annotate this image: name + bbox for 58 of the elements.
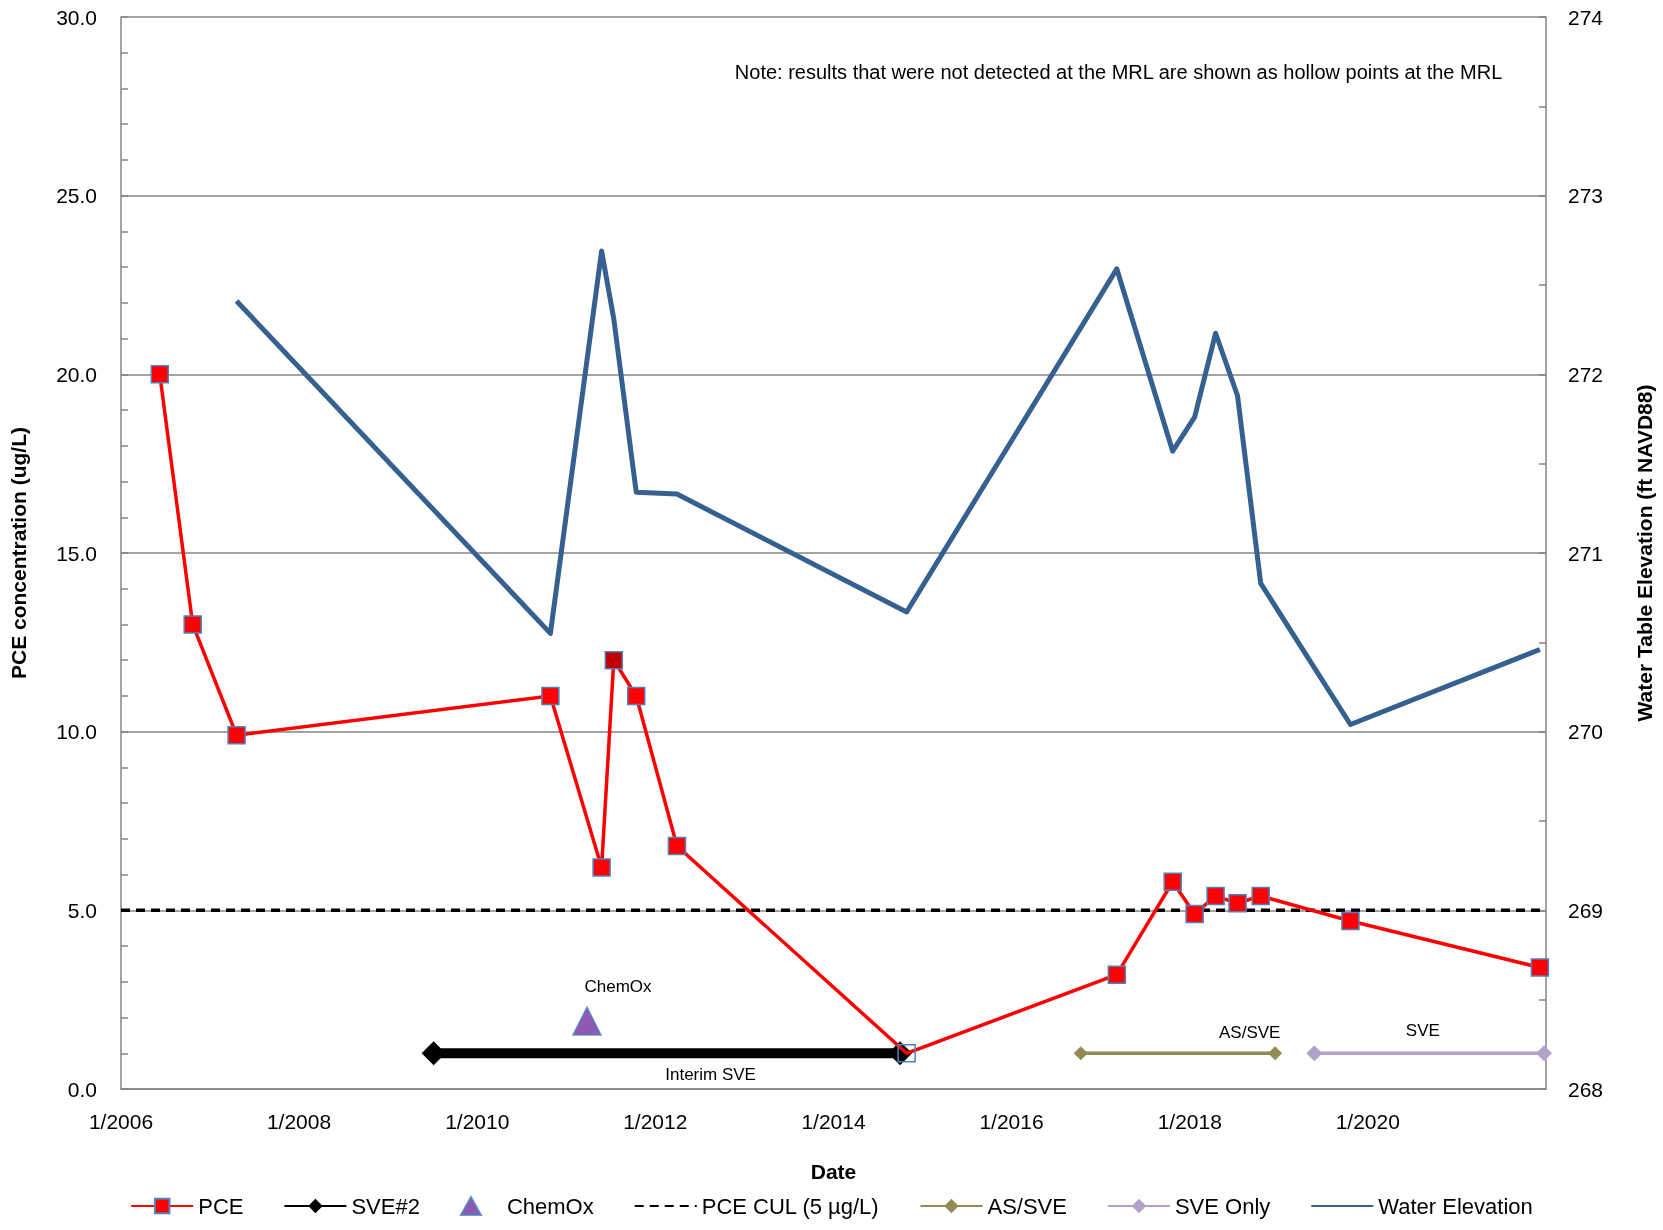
point — [604, 650, 624, 670]
x-tick-label: 1/2010 — [445, 1110, 510, 1133]
point — [1185, 904, 1204, 924]
y-tick-label: 30.0 — [56, 5, 97, 29]
x-tick-label: 1/2008 — [266, 1110, 332, 1133]
point — [667, 836, 687, 856]
y-tick-label: 15.0 — [56, 541, 97, 565]
x-tick-label: 1/2006 — [88, 1110, 154, 1133]
y-tick-label: 0.0 — [67, 1077, 97, 1101]
annotation: ChemOx — [584, 976, 653, 996]
point — [541, 686, 560, 706]
point — [572, 1006, 602, 1036]
point — [626, 686, 646, 706]
x-tick-label: 1/2018 — [1157, 1110, 1222, 1133]
legend-label: Water Elevation — [1378, 1193, 1533, 1219]
point — [1107, 965, 1127, 984]
annotation: AS/SVE — [1219, 1022, 1281, 1042]
x-axis-title: Date — [810, 1160, 857, 1183]
y2-tick-label: 268 — [1568, 1077, 1604, 1101]
point — [1268, 1046, 1283, 1061]
y-tick-label: 20.0 — [56, 362, 97, 386]
y-tick-label: 10.0 — [56, 720, 97, 744]
point — [592, 858, 611, 877]
x-tick-label: 1/2020 — [1335, 1110, 1400, 1133]
point — [1073, 1046, 1088, 1061]
x-tick-label: 1/2016 — [979, 1110, 1044, 1133]
y-tick-label: 25.0 — [56, 184, 97, 208]
point — [1341, 911, 1360, 931]
legend-label: ChemOx — [506, 1193, 594, 1219]
y-tick-label: 5.0 — [67, 898, 97, 922]
y2-tick-label: 269 — [1568, 898, 1604, 922]
point — [1530, 958, 1550, 977]
y2-tick-label: 272 — [1568, 362, 1604, 386]
point — [227, 725, 246, 745]
y2-axis-title: Water Table Elevation (ft NAVD88) — [1633, 384, 1656, 722]
y2-tick-label: 270 — [1568, 720, 1604, 744]
y2-tick-label: 271 — [1568, 541, 1604, 565]
x-tick-label: 1/2012 — [623, 1110, 688, 1133]
legend-label: AS/SVE — [987, 1193, 1067, 1219]
point — [1228, 893, 1247, 913]
legend-label: SVE Only — [1174, 1193, 1271, 1219]
point — [183, 615, 202, 634]
point — [150, 365, 170, 384]
legend-label: SVE#2 — [351, 1193, 420, 1219]
point — [1251, 886, 1270, 906]
y2-tick-label: 273 — [1568, 184, 1604, 208]
annotation: Note: results that were not detected at the MRL are shown as hollow points at the MRL — [734, 61, 1503, 83]
point — [1206, 886, 1225, 906]
x-tick-label: 1/2014 — [801, 1110, 866, 1133]
point — [1306, 1045, 1323, 1062]
annotation: SVE — [1405, 1020, 1440, 1040]
legend-label: PCE — [198, 1193, 244, 1219]
annotation: Interim SVE — [665, 1064, 756, 1084]
y-axis-title: PCE concentration (ug/L) — [7, 427, 30, 679]
legend-label: PCE CUL (5 µg/L) — [701, 1193, 879, 1219]
y2-tick-label: 274 — [1568, 5, 1604, 29]
point — [1163, 872, 1182, 891]
point — [1536, 1045, 1553, 1062]
